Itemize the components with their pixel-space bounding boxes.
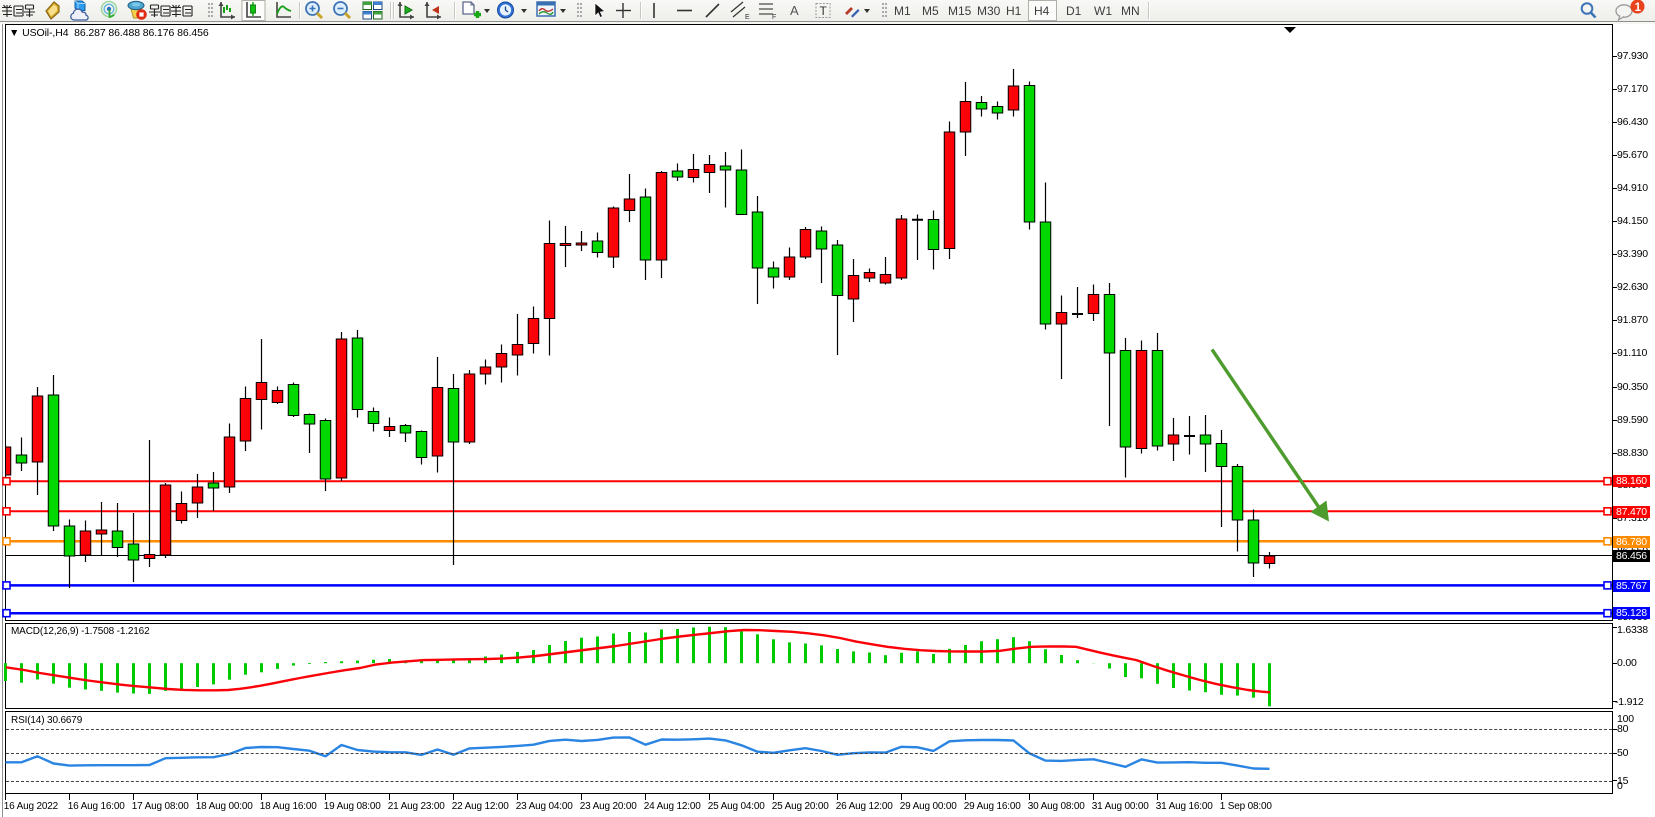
svg-text:F: F — [772, 14, 776, 21]
svg-text:T: T — [820, 4, 828, 18]
svg-text:E: E — [745, 14, 750, 21]
svg-text:A: A — [790, 3, 799, 18]
svg-text:1: 1 — [1635, 2, 1642, 14]
